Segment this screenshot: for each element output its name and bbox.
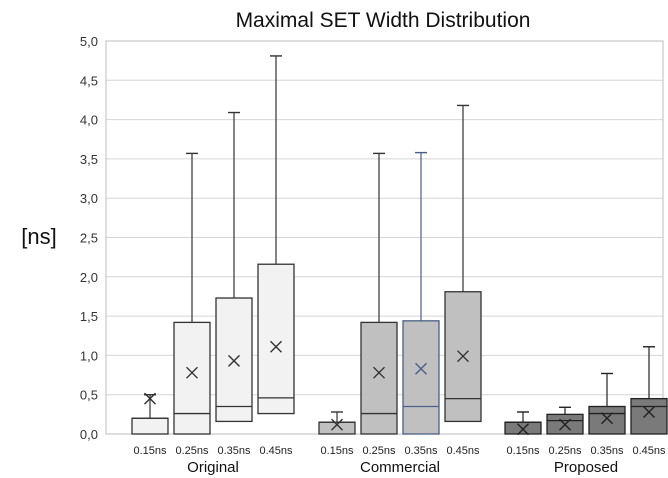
- box-commercial-0.15ns: [318, 411, 356, 435]
- box-commercial-0.45ns: [444, 104, 482, 423]
- group-labels: Original Commercial Proposed: [187, 459, 618, 476]
- y-tick-label: 0,0: [80, 427, 98, 442]
- mean-marker: [415, 362, 427, 375]
- category-label: 0.15ns: [506, 445, 540, 457]
- category-label: 0.15ns: [320, 445, 354, 457]
- y-axis-ticks: 0,0 0,5 1,0 1,5 2,0 2,5 3,0 3,5 4,0 4,5 5,0: [80, 34, 98, 442]
- mean-marker: [228, 354, 240, 367]
- category-label: 0.25ns: [175, 445, 209, 457]
- category-label: 0.35ns: [404, 445, 438, 457]
- mean-marker: [186, 366, 198, 379]
- y-tick-label: 4,5: [80, 73, 98, 88]
- category-label: 0.15ns: [133, 445, 167, 457]
- y-tick-label: 3,5: [80, 152, 98, 167]
- y-tick-label: 2,5: [80, 231, 98, 246]
- chart-title: Maximal SET Width Distribution: [236, 9, 531, 32]
- box-commercial-0.25ns: [360, 152, 398, 435]
- mean-marker: [144, 392, 156, 405]
- category-label: 0.25ns: [362, 445, 396, 457]
- category-label: 0.45ns: [632, 445, 666, 457]
- box-iqr: [173, 321, 211, 435]
- mean-marker: [457, 350, 469, 363]
- y-tick-label: 1,0: [80, 348, 98, 363]
- box-original-0.15ns: [131, 392, 169, 435]
- box-iqr: [630, 397, 668, 435]
- box-original-0.25ns: [173, 152, 211, 435]
- mean-marker: [517, 423, 529, 436]
- box-iqr: [360, 321, 398, 435]
- y-tick-label: 3,0: [80, 191, 98, 206]
- box-iqr: [504, 421, 542, 435]
- y-tick-label: 2,0: [80, 270, 98, 285]
- mean-marker: [373, 366, 385, 379]
- group-label: Commercial: [360, 459, 440, 476]
- category-label: 0.25ns: [548, 445, 582, 457]
- box-proposed-0.25ns: [546, 406, 584, 435]
- category-labels: 0.15ns 0.25ns 0.35ns 0.45ns 0.15ns 0.25ns 0.35…: [133, 445, 666, 457]
- y-tick-label: 1,5: [80, 309, 98, 324]
- category-label: 0.35ns: [217, 445, 251, 457]
- mean-marker: [331, 418, 343, 431]
- box-proposed-0.15ns: [504, 411, 542, 436]
- y-tick-label: 4,0: [80, 113, 98, 128]
- box-commercial-0.35ns: [402, 151, 440, 435]
- group-label: Original: [187, 459, 239, 476]
- box-original-0.45ns: [257, 55, 295, 415]
- mean-marker: [559, 418, 571, 431]
- y-axis-label: [ns]: [21, 224, 56, 249]
- box-iqr: [215, 297, 253, 423]
- y-tick-label: 5,0: [80, 34, 98, 49]
- category-label: 0.35ns: [590, 445, 624, 457]
- y-tick-label: 0,5: [80, 388, 98, 403]
- box-proposed-0.35ns: [588, 372, 626, 435]
- box-iqr: [257, 263, 295, 415]
- mean-marker: [643, 405, 655, 418]
- mean-marker: [270, 340, 282, 353]
- group-label: Proposed: [554, 459, 618, 476]
- category-label: 0.45ns: [446, 445, 480, 457]
- box-proposed-0.45ns: [630, 346, 668, 435]
- box-iqr: [402, 320, 440, 435]
- category-label: 0.45ns: [259, 445, 293, 457]
- box-iqr: [131, 417, 169, 435]
- box-original-0.35ns: [215, 111, 253, 423]
- mean-marker: [601, 412, 613, 425]
- box-plots: [131, 55, 668, 436]
- box-iqr: [588, 405, 626, 435]
